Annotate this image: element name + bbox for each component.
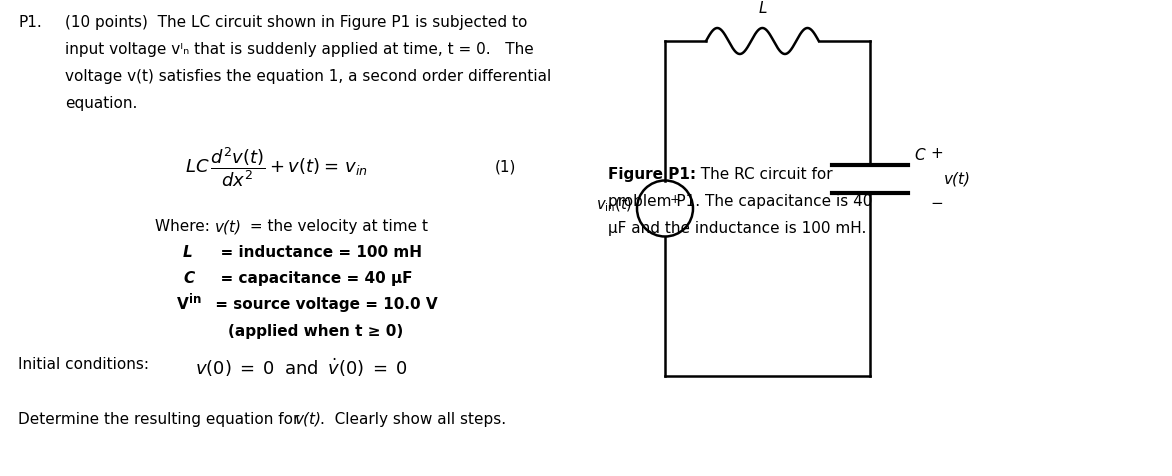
Text: +: + <box>931 146 942 161</box>
Text: μF and the inductance is 100 mH.: μF and the inductance is 100 mH. <box>608 220 866 236</box>
Text: $v_{\rm in}(t)$: $v_{\rm in}(t)$ <box>595 195 632 213</box>
Text: C: C <box>914 148 925 163</box>
Text: The RC circuit for: The RC circuit for <box>691 167 832 182</box>
Text: (1): (1) <box>495 159 517 174</box>
Text: input voltage vᴵₙ that is suddenly applied at time, t = 0.   The: input voltage vᴵₙ that is suddenly appli… <box>64 42 533 57</box>
Text: $v(0)\;=\;0\;\;\text{and}\;\;\dot{v}(0)\;=\;0$: $v(0)\;=\;0\;\;\text{and}\;\;\dot{v}(0)\… <box>195 356 408 378</box>
Text: v(t): v(t) <box>295 411 322 426</box>
Text: = capacitance = 40 μF: = capacitance = 40 μF <box>210 270 413 286</box>
Text: voltage v(t) satisfies the equation 1, a second order differential: voltage v(t) satisfies the equation 1, a… <box>64 69 551 84</box>
Text: L: L <box>758 1 766 16</box>
Text: V: V <box>177 297 189 311</box>
Text: = source voltage = 10.0 V: = source voltage = 10.0 V <box>210 297 437 311</box>
Text: Determine the resulting equation for: Determine the resulting equation for <box>18 411 305 426</box>
Text: +: + <box>669 193 680 206</box>
Text: L: L <box>183 245 192 259</box>
Text: = the velocity at time t: = the velocity at time t <box>245 218 428 234</box>
Text: in: in <box>189 292 202 306</box>
Text: (10 points)  The LC circuit shown in Figure P1 is subjected to: (10 points) The LC circuit shown in Figu… <box>64 15 527 30</box>
Text: .  Clearly show all steps.: . Clearly show all steps. <box>320 411 506 426</box>
Text: C: C <box>183 270 195 286</box>
Text: v(t): v(t) <box>214 218 241 234</box>
Text: P1.: P1. <box>18 15 42 30</box>
Text: −: − <box>931 195 942 210</box>
Text: (applied when t ≥ 0): (applied when t ≥ 0) <box>229 323 403 338</box>
Text: problem P1. The capacitance is 40: problem P1. The capacitance is 40 <box>608 194 872 208</box>
Text: = inductance = 100 mH: = inductance = 100 mH <box>210 245 422 259</box>
Text: Figure P1:: Figure P1: <box>608 167 696 182</box>
Text: v(t): v(t) <box>943 172 970 187</box>
Text: equation.: equation. <box>64 96 137 111</box>
Text: Where:: Where: <box>155 218 214 234</box>
Text: $LC\,\dfrac{d^2v(t)}{dx^2} + v(t) = \,v_{in}$: $LC\,\dfrac{d^2v(t)}{dx^2} + v(t) = \,v_… <box>185 145 368 188</box>
Text: Initial conditions:: Initial conditions: <box>18 356 149 371</box>
